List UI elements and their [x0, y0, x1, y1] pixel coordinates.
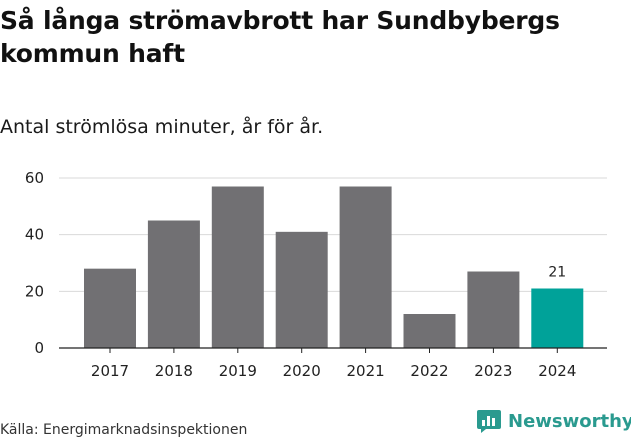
chart-subtitle: Antal strömlösa minuter, år för år.	[0, 116, 324, 138]
brand-name: Newsworthy	[508, 410, 631, 432]
x-tick-label-2024: 2024	[538, 362, 576, 380]
y-tick-label-60: 60	[25, 169, 44, 187]
y-tick-label-20: 20	[25, 282, 44, 300]
x-tick-label-2022: 2022	[410, 362, 448, 380]
newsworthy-logo-icon	[477, 410, 501, 433]
y-tick-label-40: 40	[25, 226, 44, 244]
x-tick-label-2017: 2017	[91, 362, 129, 380]
bar-2022	[403, 314, 456, 348]
bar-chart: 0 20 40 60 2017 2018 2019 2020 2021 2022 2023 2024 2…	[25, 169, 607, 380]
x-tick-label-2021: 2021	[347, 362, 385, 380]
x-tick-label-2019: 2019	[219, 362, 257, 380]
bar-2017	[84, 268, 136, 348]
bar-2024	[531, 288, 584, 348]
x-tick-label-2020: 2020	[283, 362, 321, 380]
data-label-2024: 21	[548, 265, 566, 281]
x-tick-label-2023: 2023	[474, 362, 512, 380]
y-tick-label-0: 0	[34, 339, 44, 357]
bar-2019	[211, 186, 264, 348]
bar-2021	[339, 186, 392, 348]
bar-2020	[275, 231, 328, 348]
x-tick-label-2018: 2018	[155, 362, 193, 380]
bar-2023	[467, 271, 520, 348]
source-note: Källa: Energimarknadsinspektionen	[0, 422, 248, 438]
bar-2018	[147, 220, 200, 348]
newsworthy-logo: Newsworthy	[476, 408, 631, 434]
chart-title: Så långa strömavbrott har Sundbybergs ko…	[0, 6, 560, 68]
